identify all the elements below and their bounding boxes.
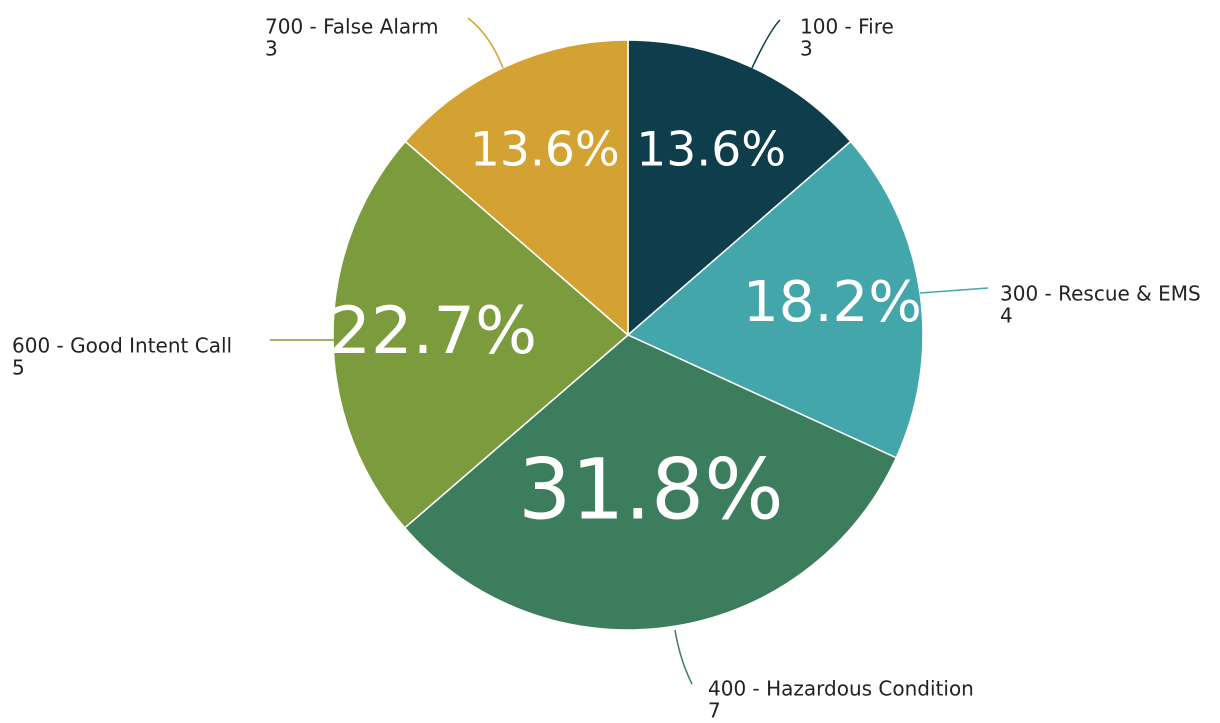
pie-slice (626, 140, 924, 459)
category-label: 300 - Rescue & EMS (1000, 282, 1201, 306)
count-label: 3 (265, 37, 278, 61)
leader-line (467, 17, 504, 69)
percent-label: 13.6% (636, 122, 786, 177)
count-label: 4 (1000, 304, 1013, 328)
leader-line (751, 19, 781, 69)
percent-label: 18.2% (743, 270, 922, 335)
category-label: 700 - False Alarm (265, 15, 439, 39)
leader-line (674, 629, 693, 685)
category-label: 600 - Good Intent Call (12, 334, 232, 358)
count-label: 5 (12, 356, 25, 380)
pie-slice (332, 140, 630, 529)
percent-label: 31.8% (518, 441, 784, 539)
count-label: 3 (800, 37, 813, 61)
pie-slice (404, 39, 629, 337)
percent-label: 13.6% (470, 122, 620, 177)
category-label: 100 - Fire (800, 15, 894, 39)
count-label: 7 (708, 699, 721, 723)
percent-label: 22.7% (329, 293, 537, 369)
leader-line (919, 287, 989, 294)
pie-slice (403, 334, 898, 631)
pie-slice (627, 39, 852, 337)
category-label: 400 - Hazardous Condition (708, 677, 974, 701)
